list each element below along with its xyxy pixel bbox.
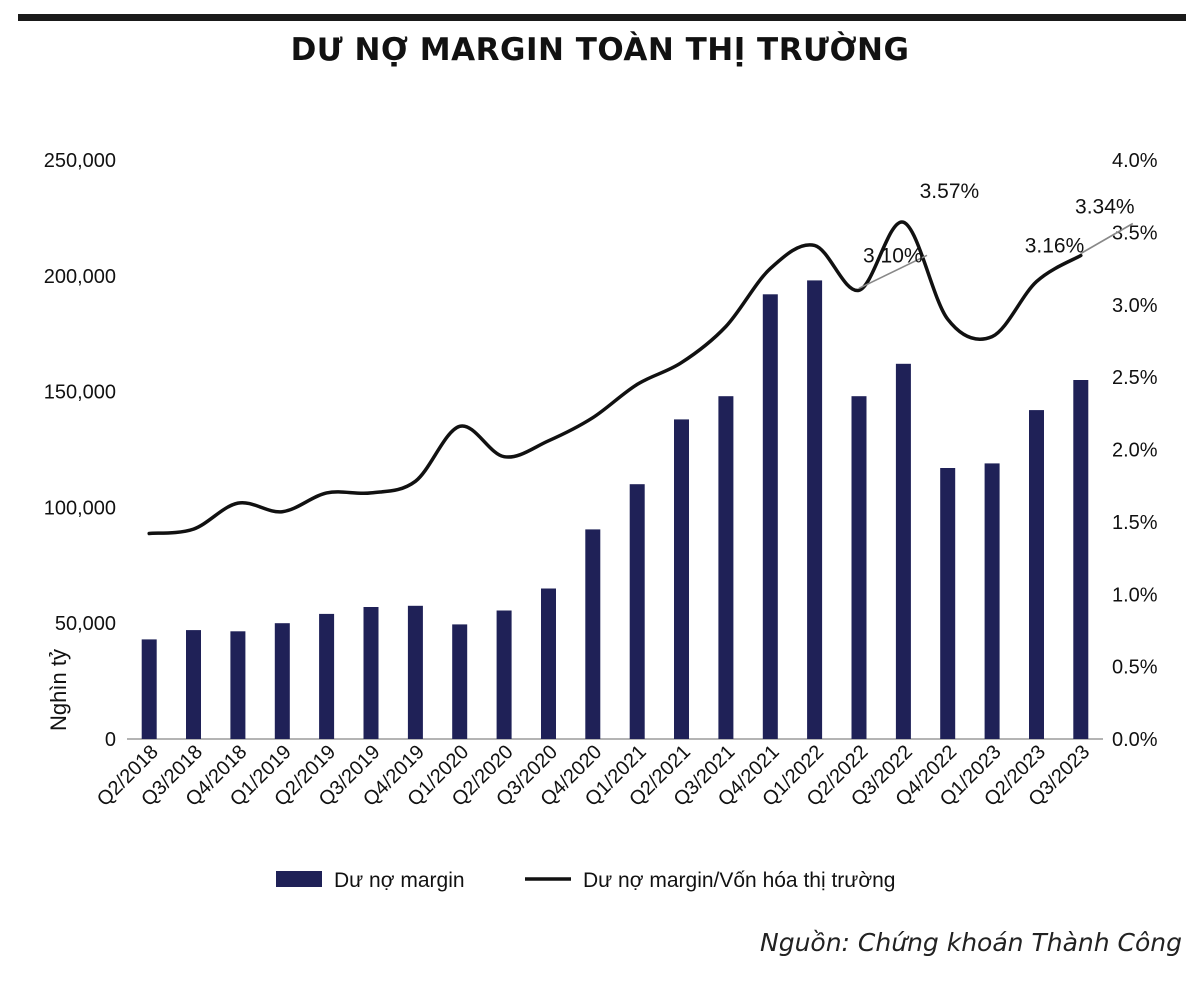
bar-Q3/2019 (363, 607, 379, 739)
top-rule (18, 14, 1186, 21)
bar-Q3/2020 (541, 588, 556, 739)
annotation-leader (1080, 222, 1134, 255)
legend-line-label: Dư nợ margin/Vốn hóa thị trường (583, 869, 895, 892)
bar-Q1/2021 (629, 484, 645, 739)
annotation-label: 3.16% (1025, 235, 1085, 258)
y2-tick-label: 1.0% (1112, 584, 1158, 606)
line-series (147, 220, 1083, 536)
annotations: 3.10% 3.57% 3.16% 3.34% (858, 180, 1135, 290)
y-tick-label: 200,000 (44, 266, 116, 288)
bar-Q3/2023 (1073, 380, 1089, 739)
y-tick-label: 0 (105, 729, 116, 751)
x-axis-labels: Q2/2018Q3/2018Q4/2018Q1/2019Q2/2019Q3/20… (93, 741, 1094, 811)
y2-tick-label: 1.5% (1112, 512, 1158, 534)
y2-tick-label: 3.0% (1112, 295, 1158, 317)
annotation-leader (858, 254, 928, 290)
bar-Q4/2020 (585, 529, 601, 739)
bar-Q2/2018 (141, 639, 157, 739)
y-tick-label: 150,000 (44, 382, 116, 404)
y-tick-label: 50,000 (55, 613, 116, 635)
annotation-label: 3.57% (920, 180, 980, 203)
bar-Q4/2022 (940, 468, 956, 739)
bar-Q2/2020 (496, 610, 512, 739)
y2-tick-label: 0.5% (1112, 657, 1158, 679)
bar-Q2/2019 (319, 613, 335, 739)
y2-tick-label: 0.0% (1112, 729, 1158, 751)
legend: Dư nợ margin Dư nợ margin/Vốn hóa thị trư… (276, 869, 895, 892)
bar-Q1/2022 (807, 280, 823, 739)
bar-Q4/2021 (762, 294, 778, 739)
y-tick-label: 250,000 (44, 150, 116, 172)
y-axis-title: Nghìn tỷ (46, 649, 71, 731)
bar-Q4/2019 (407, 605, 423, 739)
bar-series (141, 280, 1089, 739)
bar-Q1/2019 (274, 623, 290, 739)
y2-tick-label: 3.5% (1112, 222, 1158, 244)
y2-tick-label: 4.0% (1112, 150, 1158, 172)
source-note: Nguồn: Chứng khoán Thành Công (760, 928, 1182, 957)
annotation-label: 3.34% (1075, 196, 1135, 219)
ratio-line (147, 220, 1083, 536)
bar-Q1/2023 (984, 463, 1000, 739)
bar-Q2/2021 (674, 419, 689, 739)
y2-tick-label: 2.0% (1112, 440, 1158, 462)
page-title: DƯ NỢ MARGIN TOÀN THỊ TRƯỜNG (290, 32, 910, 68)
legend-bar-label: Dư nợ margin (334, 869, 465, 892)
bar-Q3/2021 (718, 396, 734, 739)
annotation-label: 3.10% (863, 244, 923, 267)
bar-Q3/2022 (895, 363, 911, 739)
y-tick-label: 100,000 (44, 497, 116, 519)
bar-Q2/2023 (1029, 410, 1044, 739)
legend-bar-swatch (276, 871, 322, 887)
bar-Q4/2018 (230, 631, 246, 739)
y2-tick-label: 2.5% (1112, 367, 1158, 389)
bar-Q2/2022 (851, 396, 867, 739)
bar-Q3/2018 (186, 630, 201, 739)
chart-axes: 0 50,000 100,000 150,000 200,000 250,000 0.0% 0… (44, 150, 1158, 751)
bar-Q1/2020 (452, 624, 468, 739)
